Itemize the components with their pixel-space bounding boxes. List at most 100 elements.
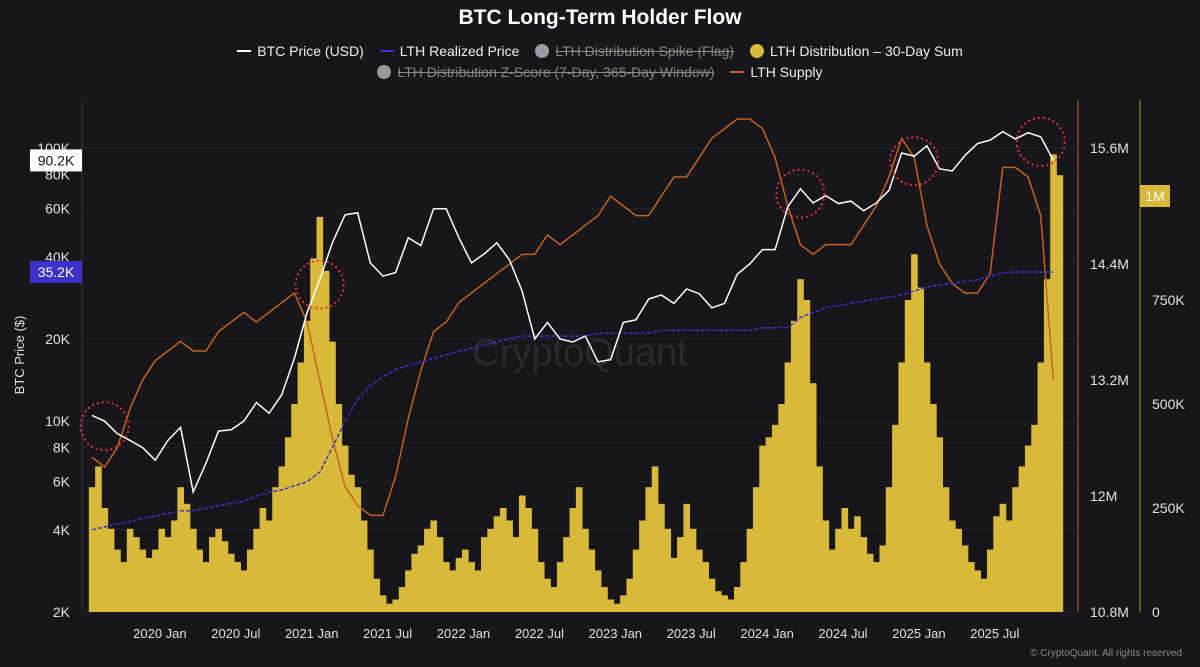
distribution-tag-text: 1M — [1145, 188, 1164, 204]
distribution-bar — [1043, 279, 1051, 612]
distribution-bar — [1050, 154, 1057, 612]
distribution-bar — [424, 528, 431, 612]
distribution-bar — [291, 404, 298, 612]
distribution-bar — [607, 599, 615, 612]
distribution-bar — [265, 520, 273, 612]
distribution-bar — [847, 528, 855, 612]
left-tick-label: 40K — [45, 249, 71, 265]
distribution-bar — [733, 587, 741, 612]
distribution-bar — [209, 537, 216, 612]
distribution-bar — [854, 516, 861, 612]
left-tick-label: 4K — [53, 522, 71, 538]
distribution-bar — [550, 587, 558, 612]
supply-tick-label: 10.8M — [1090, 604, 1129, 620]
distribution-bar — [708, 578, 716, 612]
legend-btc-price[interactable]: BTC Price (USD) — [237, 43, 364, 59]
distribution-bar — [133, 537, 140, 612]
dot-swatch-icon — [750, 44, 765, 58]
legend-lth-supply[interactable]: LTH Supply — [730, 64, 823, 80]
distribution-bar — [310, 258, 317, 612]
highlight-circle — [294, 259, 345, 310]
distribution-bar — [639, 520, 646, 612]
distribution-bar — [917, 287, 925, 612]
x-tick-label: 2020 Jul — [211, 626, 260, 641]
legend-label: BTC Price (USD) — [257, 43, 364, 59]
distribution-bar — [379, 595, 387, 612]
dot-swatch-icon — [535, 44, 550, 58]
distribution-bar — [246, 549, 254, 612]
distribution-bar — [348, 474, 355, 612]
distribution-bar — [588, 549, 596, 612]
left-tick-label: 2K — [53, 604, 71, 620]
distribution-bar — [645, 487, 653, 612]
legend-label: LTH Supply — [750, 64, 823, 80]
distribution-bar — [658, 503, 665, 612]
distribution-bar — [835, 528, 842, 612]
distribution-bar — [721, 595, 728, 612]
x-tick-label: 2023 Jan — [589, 626, 643, 641]
distribution-bar — [164, 537, 172, 612]
line-swatch-icon — [237, 50, 252, 52]
legend-label: LTH Distribution Spike (Flag) — [555, 43, 735, 59]
distribution-bar — [1005, 520, 1013, 612]
distribution-bar — [866, 553, 874, 612]
distribution-bar — [480, 537, 488, 612]
distribution-bar — [196, 549, 203, 612]
realized-price-tag-text: 35.2K — [38, 264, 75, 280]
distribution-bar — [474, 570, 482, 612]
lth-supply-line — [91, 118, 1055, 517]
x-tick-label: 2024 Jul — [818, 626, 867, 641]
distribution-bar — [392, 599, 400, 612]
distribution-bar — [284, 437, 292, 612]
realized-price-tag-bg — [30, 260, 82, 283]
distribution-bar — [575, 487, 583, 612]
chart-title: BTC Long-Term Holder Flow — [458, 6, 742, 29]
left-tick-label: 6K — [53, 474, 71, 490]
distribution-bar — [613, 603, 621, 612]
distribution-bar — [746, 528, 754, 612]
distribution-bar — [531, 528, 539, 612]
distribution-bar — [923, 362, 931, 612]
legend-row-1: BTC Price (USD) LTH Realized Price LTH D… — [0, 43, 1200, 59]
highlight-circle — [79, 401, 130, 452]
distribution-bar — [601, 587, 608, 612]
legend-lth-zscore[interactable]: LTH Distribution Z-Score (7-Day, 365-Day… — [377, 64, 714, 80]
distribution-bar — [436, 537, 444, 612]
price-tag-bg — [30, 149, 82, 172]
distribution-bar — [683, 503, 691, 612]
distribution-bar — [911, 254, 918, 613]
distribution-bar — [95, 466, 102, 612]
distribution-tag: 1M — [1140, 185, 1170, 207]
x-tick-label: 2021 Jan — [285, 626, 339, 641]
distribution-bar — [1056, 175, 1064, 612]
distribution-bar — [493, 516, 501, 612]
x-tick-label: 2024 Jan — [740, 626, 794, 641]
distribution-bar — [360, 520, 368, 612]
distribution-tick-label: 500K — [1152, 396, 1185, 412]
distribution-tag-bg — [1140, 185, 1170, 207]
y-axis-label: BTC Price ($) — [12, 316, 27, 395]
distribution-bar — [449, 570, 456, 612]
distribution-bar — [183, 503, 191, 612]
distribution-bar — [885, 487, 893, 612]
lth-realized-price-line — [91, 271, 1054, 531]
distribution-bar — [759, 445, 766, 612]
left-tick-label: 20K — [45, 331, 71, 347]
legend-lth-realized-price[interactable]: LTH Realized Price — [379, 43, 519, 59]
price-tag: 90.2K — [30, 149, 82, 172]
distribution-bar — [120, 562, 128, 612]
distribution-bar — [879, 545, 887, 612]
distribution-bar — [1024, 445, 1032, 612]
distribution-bar — [114, 549, 121, 612]
distribution-tick-label: 250K — [1152, 500, 1185, 516]
distribution-bar — [936, 437, 944, 612]
legend-lth-distribution[interactable]: LTH Distribution – 30-Day Sum — [750, 43, 963, 59]
legend-lth-spike-flag[interactable]: LTH Distribution Spike (Flag) — [535, 43, 734, 59]
distribution-bar — [455, 557, 463, 612]
x-tick-label: 2025 Jan — [892, 626, 946, 641]
distribution-bar — [152, 549, 159, 612]
distribution-bar — [367, 549, 374, 612]
distribution-bar — [949, 520, 956, 612]
legend-label: LTH Distribution – 30-Day Sum — [770, 43, 963, 59]
distribution-bar — [398, 587, 406, 612]
